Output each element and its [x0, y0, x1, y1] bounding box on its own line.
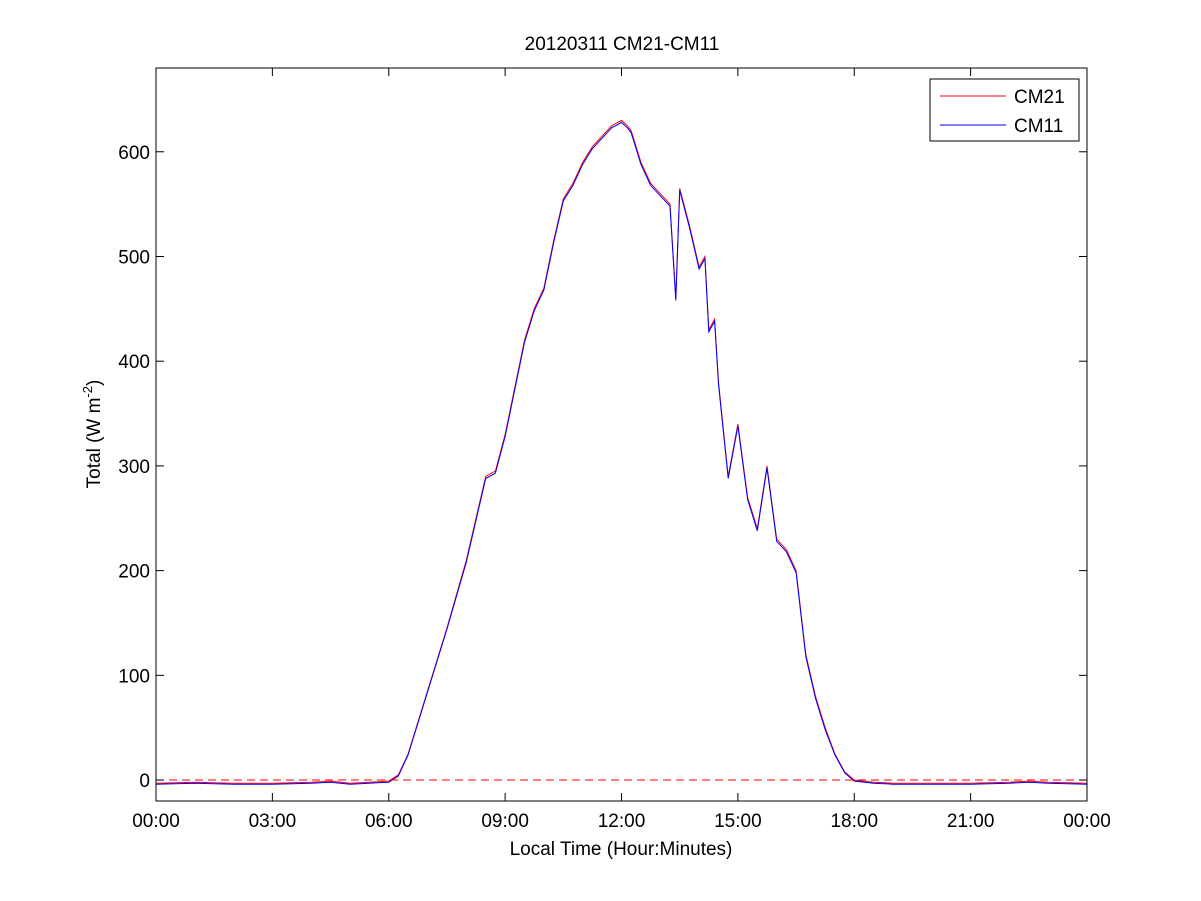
legend-label-cm11: CM11	[1014, 116, 1063, 137]
y-tick-label: 400	[118, 352, 150, 373]
y-tick-label: 600	[118, 143, 150, 164]
y-axis-label-superscript: -2	[80, 386, 95, 398]
y-axis-ticks: 0 100 200 300 400 500 600	[118, 143, 1087, 792]
x-tick-label: 00:00	[1063, 811, 1111, 832]
x-tick-label: 12:00	[598, 811, 646, 832]
legend: CM21 CM11	[929, 78, 1080, 142]
chart-title: 20120311 CM21-CM11	[525, 34, 720, 55]
x-tick-label: 21:00	[947, 811, 995, 832]
x-tick-label: 06:00	[365, 811, 413, 832]
plot-area: 00:00 03:00 06:00 09:00 12:00 15:00 18:00 21:00…	[118, 67, 1111, 832]
x-tick-label: 15:00	[714, 811, 762, 832]
y-tick-label: 200	[118, 562, 150, 583]
x-axis-ticks: 00:00 03:00 06:00 09:00 12:00 15:00 18:00 21:00…	[132, 68, 1111, 832]
x-tick-label: 09:00	[481, 811, 529, 832]
y-axis-label: Total (W m-2)	[80, 380, 105, 489]
y-tick-label: 500	[118, 247, 150, 268]
x-tick-label: 18:00	[830, 811, 878, 832]
x-axis-label: Local Time (Hour:Minutes)	[510, 839, 733, 860]
y-tick-label: 100	[118, 666, 150, 687]
legend-label-cm21: CM21	[1014, 87, 1065, 108]
x-tick-label: 03:00	[249, 811, 297, 832]
y-tick-label: 0	[139, 771, 150, 792]
y-tick-label: 300	[118, 457, 150, 478]
legend-box	[929, 78, 1080, 142]
series-line-cm11	[155, 121, 1088, 785]
y-axis-label-main: Total (W m	[84, 398, 105, 489]
x-tick-label: 00:00	[132, 811, 180, 832]
series-layer	[155, 119, 1088, 785]
y-axis-label-close: )	[84, 380, 105, 386]
